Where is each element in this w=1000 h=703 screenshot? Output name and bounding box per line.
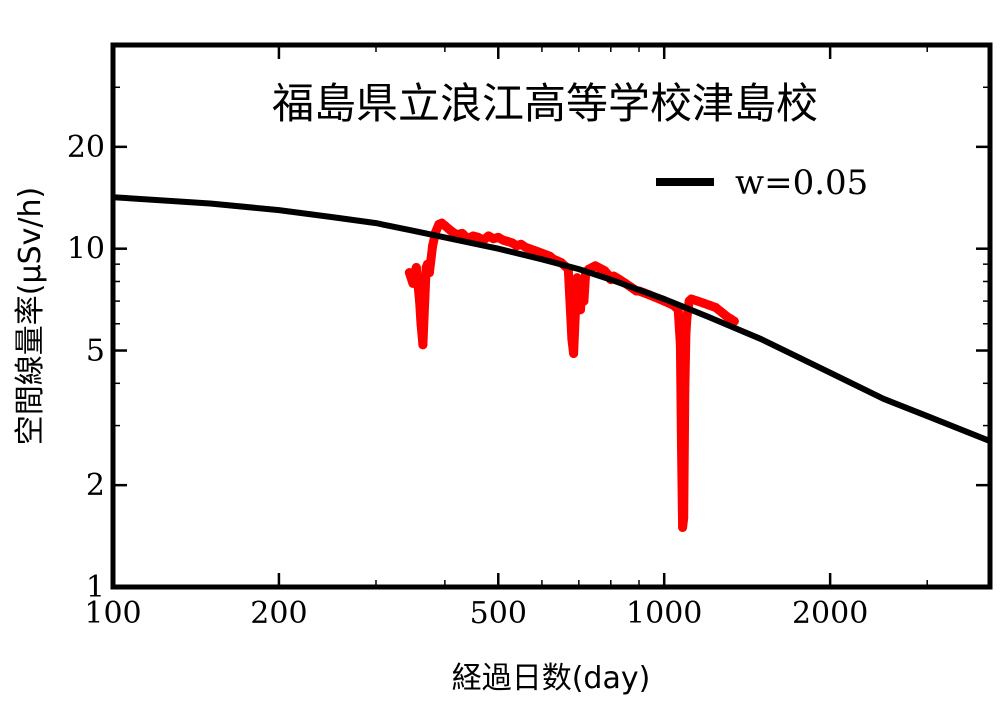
measured-point <box>408 278 418 288</box>
x-tick-label: 100 <box>84 596 141 631</box>
measured-point <box>569 349 579 358</box>
y-tick-label: 20 <box>67 130 105 165</box>
measured-point <box>682 312 692 322</box>
y-tick-label: 1 <box>86 570 105 605</box>
x-axis-label: 経過日数(day) <box>452 661 651 696</box>
measured-point <box>428 241 438 251</box>
chart-title: 福島県立浪江高等学校津島校 <box>272 79 818 128</box>
x-tick-label: 500 <box>470 596 527 631</box>
measured-point <box>567 334 577 344</box>
y-tick-label: 10 <box>67 232 105 267</box>
model-curve-w-0-05 <box>113 194 990 444</box>
plot-frame <box>110 42 993 590</box>
x-tick-label: 200 <box>250 596 307 631</box>
measured-point <box>424 268 434 278</box>
measured-point <box>677 442 686 452</box>
measured-point <box>675 340 685 350</box>
x-tick-label: 2000 <box>792 596 868 631</box>
measured-point <box>680 386 690 396</box>
measured-point <box>678 522 688 532</box>
measured-point <box>420 292 430 302</box>
y-tick-label: 5 <box>86 334 105 369</box>
measured-point <box>681 329 691 339</box>
measured-point <box>579 296 589 306</box>
measured-point <box>416 319 426 329</box>
y-tick-label: 2 <box>86 468 105 503</box>
measured-point <box>423 259 432 269</box>
measured-point <box>679 513 689 523</box>
measured-point <box>411 263 421 272</box>
x-tick-label: 1000 <box>626 596 702 631</box>
measured-point <box>440 221 450 231</box>
legend-label: w=0.05 <box>735 163 868 203</box>
measured-point <box>404 268 414 278</box>
legend: w=0.05 <box>656 163 868 203</box>
measured-point <box>729 316 739 326</box>
measured-point <box>576 305 585 315</box>
measured-point <box>418 340 428 350</box>
y-axis-label: 空間線量率(μSv/h) <box>13 187 48 445</box>
